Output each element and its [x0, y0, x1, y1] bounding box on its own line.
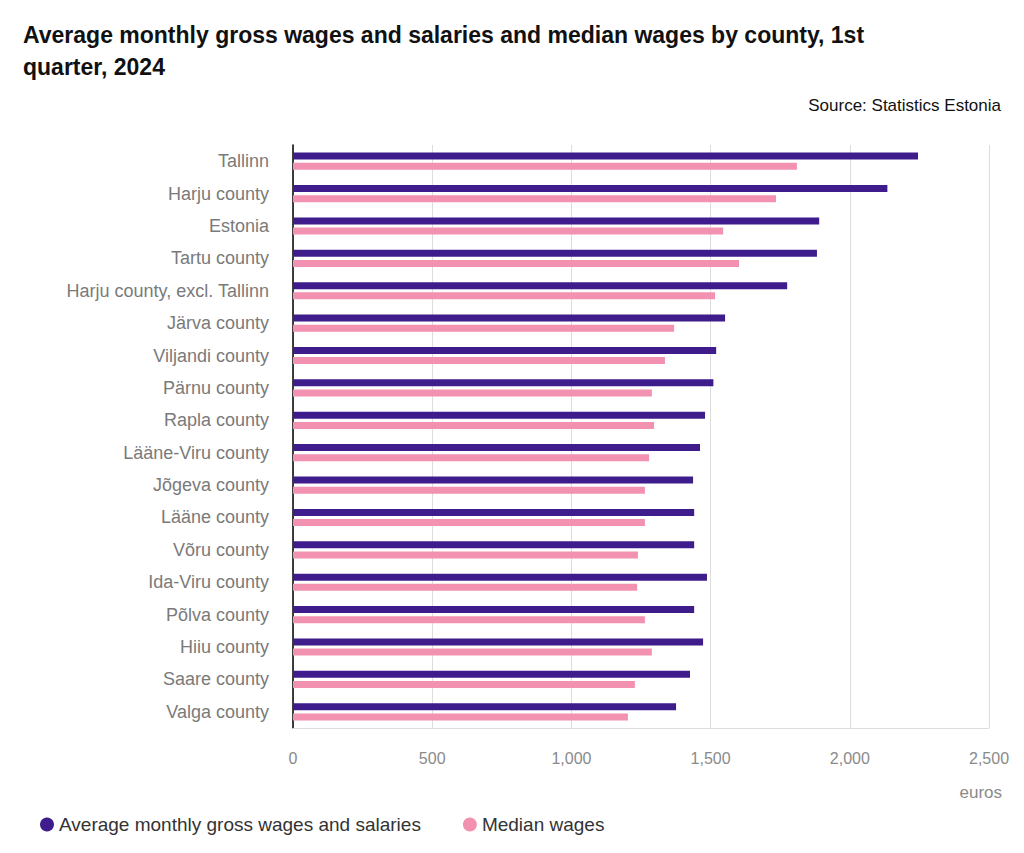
svg-text:Median wages: Median wages [482, 814, 605, 835]
svg-text:Average monthly gross wages an: Average monthly gross wages and salaries… [23, 22, 870, 48]
svg-text:quarter, 2024: quarter, 2024 [23, 54, 165, 80]
svg-text:Pärnu county: Pärnu county [163, 378, 269, 398]
svg-text:Viljandi county: Viljandi county [153, 346, 269, 366]
svg-text:Jõgeva county: Jõgeva county [153, 475, 269, 495]
svg-text:500: 500 [419, 750, 446, 767]
svg-text:Hiiu county: Hiiu county [180, 637, 269, 657]
svg-text:Lääne county: Lääne county [161, 507, 269, 527]
svg-text:Source: Statistics Estonia: Source: Statistics Estonia [808, 96, 1001, 115]
svg-text:Average monthly gross wages an: Average monthly gross wages and salaries [59, 814, 421, 835]
svg-text:1,000: 1,000 [551, 750, 591, 767]
svg-text:Järva county: Järva county [167, 313, 269, 333]
svg-text:Tartu county: Tartu county [171, 248, 269, 268]
svg-text:Ida-Viru county: Ida-Viru county [148, 572, 269, 592]
svg-text:euros: euros [959, 783, 1002, 802]
svg-text:Tallinn: Tallinn [218, 151, 269, 171]
svg-text:Põlva county: Põlva county [166, 605, 269, 625]
svg-text:2,000: 2,000 [830, 750, 870, 767]
svg-text:Võru county: Võru county [173, 540, 269, 560]
svg-text:Estonia: Estonia [209, 216, 270, 236]
svg-text:2,500: 2,500 [969, 750, 1009, 767]
svg-text:Harju county, excl. Tallinn: Harju county, excl. Tallinn [67, 281, 269, 301]
svg-text:Lääne-Viru county: Lääne-Viru county [123, 443, 269, 463]
svg-text:1,500: 1,500 [691, 750, 731, 767]
svg-text:Rapla county: Rapla county [164, 410, 269, 430]
svg-text:Harju county: Harju county [168, 184, 269, 204]
svg-text:Saare county: Saare county [163, 669, 269, 689]
svg-text:0: 0 [289, 750, 298, 767]
svg-text:Valga county: Valga county [166, 702, 269, 722]
